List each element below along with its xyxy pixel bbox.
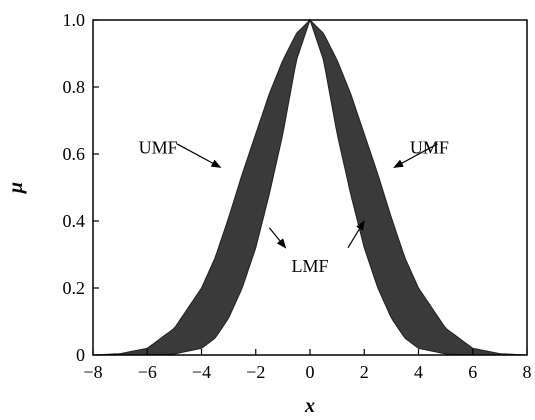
y-axis-label: μ <box>5 182 27 194</box>
x-tick-label: 8 <box>523 362 532 382</box>
x-tick-label: 2 <box>360 362 369 382</box>
annotations: UMF UMF LMF <box>139 137 449 276</box>
y-tick-label: 0.4 <box>63 211 86 231</box>
plot-frame <box>92 19 528 356</box>
ticks: −8 −6 −4 −2 0 2 4 6 8 0 0.2 0.4 0.6 0.8 1.0 <box>63 10 532 382</box>
x-tick-label: 4 <box>414 362 423 382</box>
x-tick-label: −4 <box>192 362 211 382</box>
y-tick-label: 0.8 <box>63 77 86 97</box>
x-tick-label: −6 <box>138 362 157 382</box>
fou-band <box>92 18 528 356</box>
y-tick-label: 0.6 <box>63 144 86 164</box>
annotation-label: LMF <box>291 256 328 276</box>
annotation-arrow <box>176 143 222 168</box>
annotation-arrow <box>393 143 438 168</box>
axes <box>92 19 528 356</box>
x-tick-label: 0 <box>306 362 315 382</box>
x-axis-label: x <box>304 395 315 417</box>
fou-region <box>93 20 527 355</box>
lmf-curve <box>93 18 527 356</box>
x-tick-label: −8 <box>83 362 102 382</box>
annotation-label: UMF <box>139 137 178 157</box>
annotation-arrow <box>347 220 365 249</box>
umf-curve <box>92 19 528 356</box>
y-tick-label: 0.2 <box>63 278 86 298</box>
x-tick-label: −2 <box>246 362 265 382</box>
y-tick-label: 0 <box>76 345 85 365</box>
y-tick-label: 1.0 <box>63 10 86 30</box>
annotation-label: UMF <box>410 137 449 157</box>
x-tick-label: 6 <box>468 362 477 382</box>
annotation-arrow <box>268 227 287 249</box>
